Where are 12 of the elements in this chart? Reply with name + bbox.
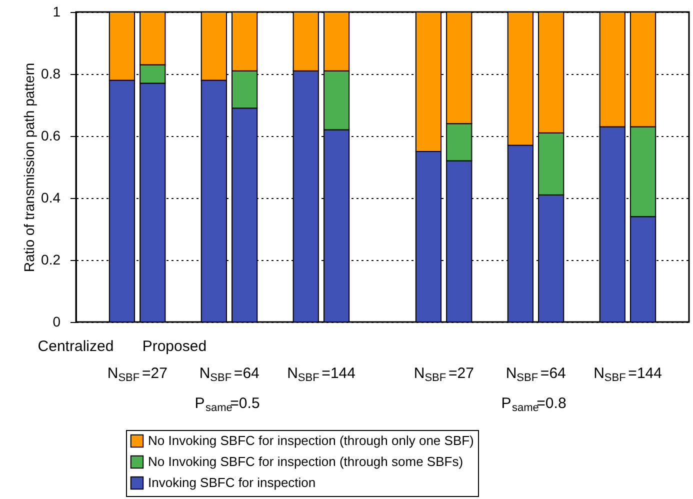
legend-label: Invoking SBFC for inspection	[148, 475, 316, 490]
text: Proposed	[142, 338, 207, 355]
y-tick-label: 1	[52, 4, 61, 20]
legend-label: No Invoking SBFC for inspection (through some SBFs)	[148, 454, 464, 469]
y-tick-label: 0.2	[41, 252, 61, 268]
y-tick-label: 0.4	[41, 190, 61, 206]
y-axis-title: Ratio of transmission path pattern	[21, 62, 38, 272]
y-tick-label: 0	[52, 314, 61, 330]
legend-label: No Invoking SBFC for inspection (through only one SBF)	[148, 433, 474, 448]
y-tick-label: 0.6	[41, 128, 61, 144]
y-tick-label: 0.8	[41, 66, 61, 82]
text: Centralized	[38, 338, 114, 355]
